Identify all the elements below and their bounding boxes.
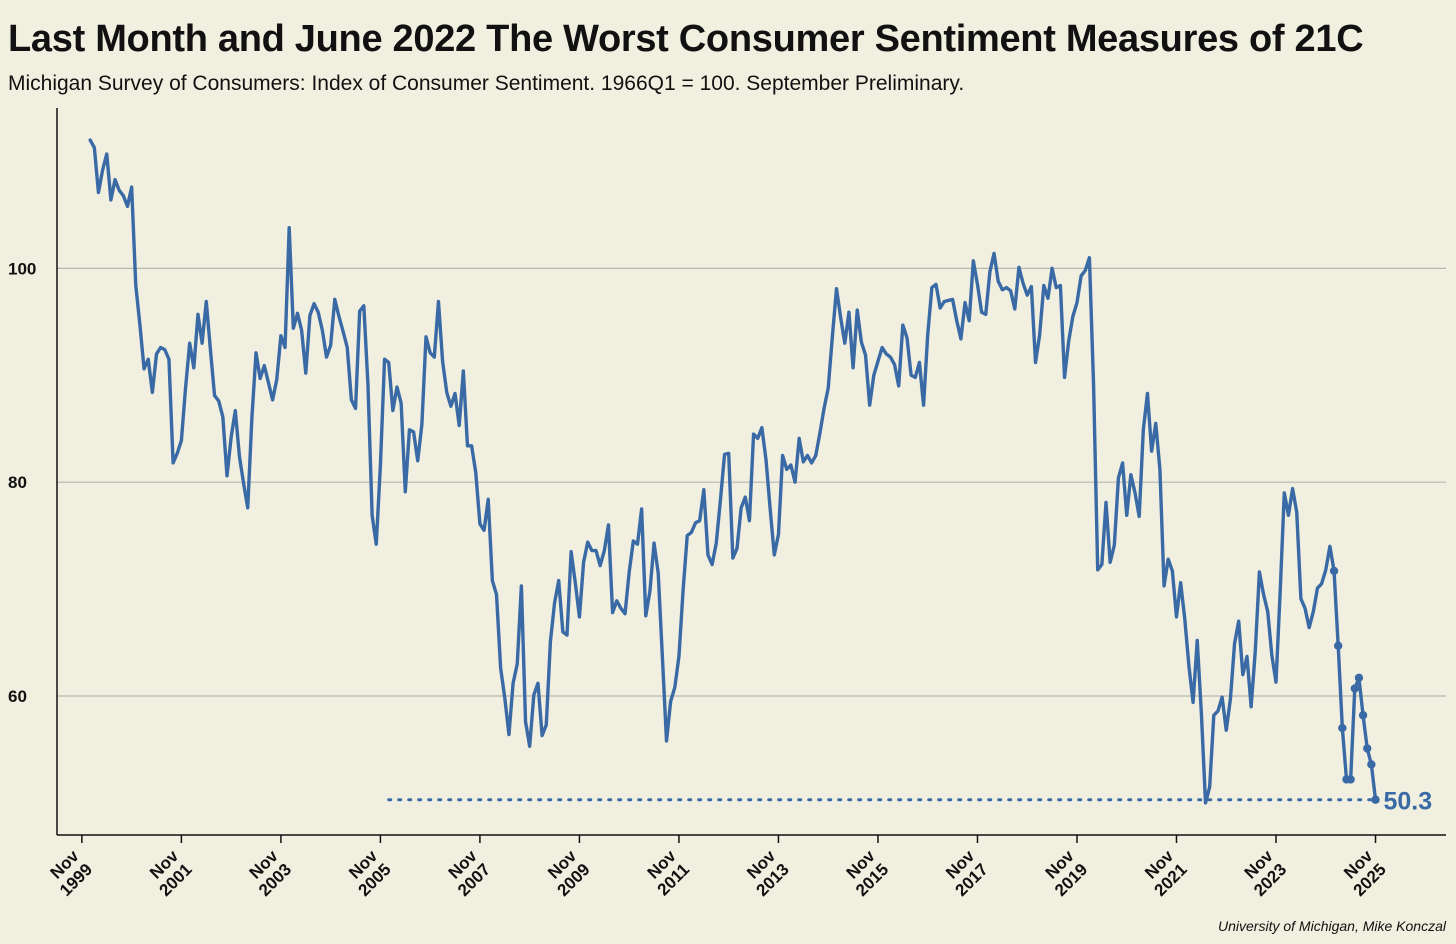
y-tick-label-80: 80 <box>8 473 27 492</box>
y-tick-label-100: 100 <box>8 259 36 278</box>
source-note: University of Michigan, Mike Konczal <box>1218 918 1446 934</box>
point-2025-05 <box>1346 775 1355 784</box>
chart-subtitle: Michigan Survey of Consumers: Index of C… <box>8 72 965 95</box>
point-2025-10 <box>1367 760 1376 769</box>
point-2025-09 <box>1363 744 1372 753</box>
point-2025-02 <box>1333 641 1343 650</box>
point-2025-07 <box>1354 673 1364 683</box>
point-2025-08 <box>1358 711 1368 720</box>
point-2025-06 <box>1350 684 1359 693</box>
point-2025-11 <box>1371 795 1380 804</box>
chart-title: Last Month and June 2022 The Worst Consu… <box>8 18 1364 60</box>
y-axis: 60 80 100 <box>8 108 58 835</box>
sentiment-line <box>88 138 1378 805</box>
annotations: 50.3 <box>1384 788 1433 816</box>
y-tick-label-60: 60 <box>8 687 27 706</box>
end-value-label: 50.3 <box>1384 788 1433 816</box>
point-2025-03 <box>1338 723 1347 733</box>
markers <box>1329 566 1380 804</box>
series <box>88 138 1378 805</box>
point-2025-01 <box>1329 566 1339 576</box>
